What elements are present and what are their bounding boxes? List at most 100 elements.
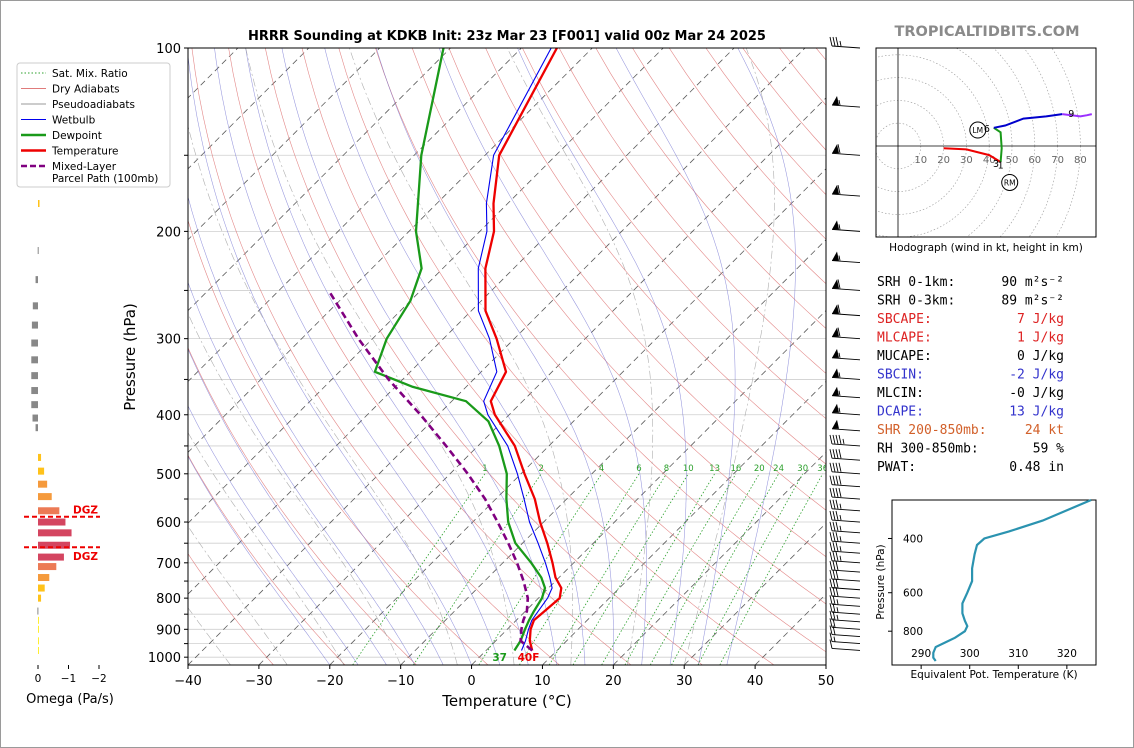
mixing-ratio-label: 36 xyxy=(817,464,828,474)
barb-full xyxy=(832,521,836,531)
moist-adiabat xyxy=(214,48,501,665)
barb-full xyxy=(832,610,836,620)
barb-half xyxy=(836,599,839,605)
barb-half xyxy=(838,99,841,106)
barb-flag xyxy=(832,419,839,429)
barb-staff xyxy=(831,619,861,623)
barb-full xyxy=(829,639,833,649)
barb-staff xyxy=(831,611,861,615)
surface-annotation: 37 xyxy=(492,652,507,664)
barb-half xyxy=(838,352,841,358)
hodograph-height-label: 9 xyxy=(1068,109,1074,120)
barb-full xyxy=(835,434,839,445)
barb-full xyxy=(829,542,833,552)
moist-adiabat xyxy=(438,48,647,665)
omega-bar xyxy=(37,607,39,615)
omega-bar xyxy=(38,584,45,592)
x-tick-label: 0 xyxy=(467,674,475,689)
barb-full xyxy=(829,625,833,635)
hodograph-ring-label: 10 xyxy=(914,155,927,166)
barb-staff xyxy=(831,457,861,461)
mixing-ratio-line xyxy=(352,473,486,665)
barb-flag xyxy=(832,251,839,261)
omega-bar xyxy=(38,453,42,461)
mixing-ratio-label: 13 xyxy=(709,464,720,474)
barb-flag xyxy=(832,386,839,396)
omega-bar xyxy=(38,541,71,549)
x-tick-label: −10 xyxy=(387,674,414,689)
pseudoadiabat xyxy=(245,48,515,665)
barb-staff xyxy=(831,228,861,232)
pseudoadiabat xyxy=(188,607,231,665)
omega-bar xyxy=(31,356,38,364)
barb-half xyxy=(839,525,842,531)
barb-full xyxy=(832,569,836,580)
skew-t-xlabel: Temperature (°C) xyxy=(441,692,571,710)
barb-full xyxy=(835,569,839,580)
moist-adiabat xyxy=(245,48,529,665)
wind-barb xyxy=(829,475,861,488)
wind-barb xyxy=(831,304,861,317)
legend-box xyxy=(16,62,171,188)
barb-full xyxy=(832,36,836,47)
index-value: 0.48 in xyxy=(1009,460,1064,475)
barb-full xyxy=(835,561,839,571)
barb-staff xyxy=(831,152,861,156)
y-tick-label: 800 xyxy=(156,592,181,607)
dry-adiabat xyxy=(815,48,826,61)
hodograph-segment xyxy=(993,113,1063,129)
hodograph-ring-label: 70 xyxy=(1051,155,1064,166)
barb-flag xyxy=(832,304,839,314)
barb-full xyxy=(829,551,833,561)
legend-label: Mixed-Layer xyxy=(52,161,117,173)
barb-full xyxy=(835,462,839,472)
barb-full xyxy=(829,475,833,485)
barb-flag xyxy=(832,185,839,195)
barb-full xyxy=(832,587,836,597)
x-tick-label: 20 xyxy=(605,674,622,689)
omega-bar xyxy=(38,200,40,208)
barb-staff xyxy=(831,578,861,582)
barb-staff xyxy=(831,626,861,630)
barb-full xyxy=(829,521,833,531)
dry-adiabat xyxy=(375,48,826,605)
isotherm-line xyxy=(542,380,826,665)
wind-barb xyxy=(829,521,861,534)
index-label: PWAT: xyxy=(877,460,916,475)
barb-staff xyxy=(831,376,861,380)
y-tick-label: 100 xyxy=(156,42,181,57)
mixing-ratio-line xyxy=(572,473,689,665)
wind-barb xyxy=(829,499,861,512)
skew-t-axes: 37 40F −40 −30 −20 −10 0 10 20 30 40 50 1000 900 800 70… xyxy=(148,42,834,689)
barb-full xyxy=(832,462,836,472)
omega-bar xyxy=(31,339,38,347)
wind-barb xyxy=(831,251,861,263)
mixing-ratio-line xyxy=(649,473,760,665)
barb-flag xyxy=(832,327,839,337)
barb-full xyxy=(829,487,833,498)
omega-bar xyxy=(38,467,45,475)
dgz-label-bottom: DGZ xyxy=(73,551,98,563)
barb-full xyxy=(832,561,836,571)
barb-full xyxy=(829,603,833,613)
mixing-ratio-line xyxy=(719,473,824,665)
y-tick-label: 400 xyxy=(156,409,181,424)
barb-staff xyxy=(831,634,861,638)
dry-adiabat xyxy=(742,48,826,151)
dry-adiabat xyxy=(595,48,826,329)
barb-full xyxy=(837,327,841,337)
barb-full xyxy=(835,510,839,521)
theta-e-x-tick-label: 290 xyxy=(911,648,931,660)
dry-adiabat xyxy=(188,347,417,665)
barb-full xyxy=(832,625,836,635)
omega-x-tick-label: 0 xyxy=(35,673,42,685)
wind-barbs xyxy=(829,36,861,651)
barb-full xyxy=(835,475,839,485)
barb-full xyxy=(829,569,833,580)
dry-adiabat xyxy=(188,454,346,665)
barb-staff xyxy=(831,428,861,432)
theta-e-x-tick-label: 300 xyxy=(960,648,980,660)
barb-full xyxy=(837,279,841,289)
x-tick-label: −20 xyxy=(316,674,343,689)
